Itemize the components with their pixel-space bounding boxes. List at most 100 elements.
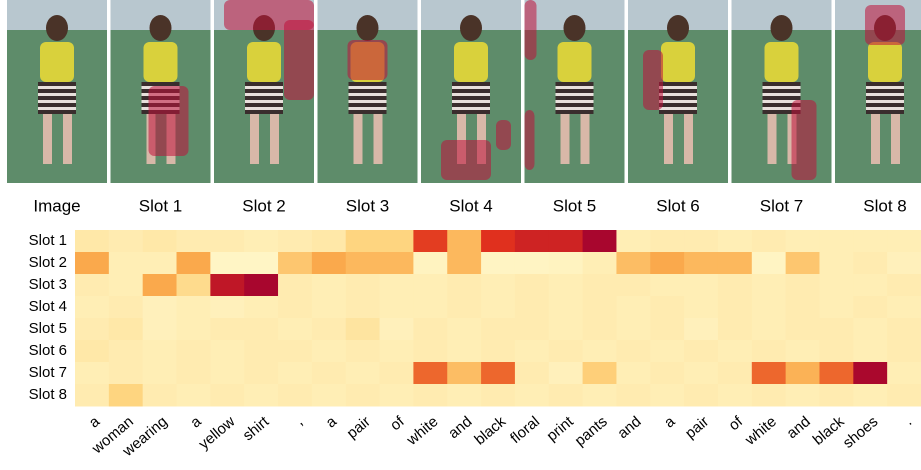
heat-cell <box>717 340 753 363</box>
heat-cell <box>887 230 921 253</box>
heat-cell <box>853 230 888 253</box>
heat-cell <box>650 340 685 363</box>
heat-cell <box>176 340 211 363</box>
heat-cell <box>210 340 245 363</box>
thumb-leg <box>891 114 900 164</box>
heat-cell <box>717 362 753 385</box>
heat-cell <box>819 252 854 275</box>
heat-cell <box>447 252 482 275</box>
heat-cell <box>684 318 719 341</box>
thumb-stripe <box>452 86 490 89</box>
heat-cell <box>650 318 685 341</box>
heat-cell <box>447 230 482 253</box>
attention-mask <box>347 40 388 80</box>
heat-cell <box>751 296 787 319</box>
heat-cell <box>819 318 854 341</box>
attention-mask <box>791 100 817 180</box>
heat-cell <box>887 252 921 275</box>
heat-cell <box>108 274 144 297</box>
thumb-shirt <box>143 42 178 82</box>
heat-cell <box>853 274 888 297</box>
heat-cell <box>514 340 550 363</box>
thumb-leg <box>457 114 466 164</box>
thumb-stripe <box>659 100 697 103</box>
heat-cell <box>751 230 787 253</box>
heat-cell <box>684 340 719 363</box>
heat-cell <box>481 318 516 341</box>
column-label: and <box>784 413 814 442</box>
heat-cell <box>176 274 211 297</box>
heat-cell <box>75 296 110 319</box>
heat-cell <box>447 340 482 363</box>
heat-cell <box>210 362 245 385</box>
column-label: print <box>544 413 578 445</box>
heat-cell <box>142 296 178 319</box>
heat-cell <box>717 274 753 297</box>
column-label: shoes <box>840 413 882 452</box>
row-label: Slot 8 <box>29 386 67 403</box>
attention-mask <box>643 50 663 110</box>
heat-cell <box>345 340 381 363</box>
heat-cell <box>278 384 313 407</box>
heat-cell <box>142 274 178 297</box>
heat-cell <box>616 274 651 297</box>
column-label: a <box>187 413 205 432</box>
thumb-leg <box>580 114 590 164</box>
heat-cell <box>650 362 685 385</box>
heat-cell <box>616 318 651 341</box>
column-label: . <box>901 413 915 429</box>
heat-cell <box>244 384 279 407</box>
heat-cell <box>548 252 584 275</box>
heat-cell <box>785 296 820 319</box>
heat-cell <box>616 252 651 275</box>
heat-cell <box>616 384 651 407</box>
panel-label: Slot 3 <box>346 196 389 215</box>
heat-cell <box>514 318 550 341</box>
column-label: white <box>403 413 442 449</box>
heat-cell <box>650 252 685 275</box>
column-label: and <box>614 413 644 442</box>
heat-cell <box>785 230 820 253</box>
heat-cell <box>176 252 211 275</box>
heat-cell <box>514 296 550 319</box>
thumb-stripe <box>38 100 76 103</box>
column-label: a <box>661 413 679 432</box>
heat-cell <box>819 384 854 407</box>
heat-cell <box>650 230 685 253</box>
heat-cell <box>278 340 313 363</box>
heat-cell <box>582 252 617 275</box>
heat-cell <box>447 274 482 297</box>
heat-cell <box>751 384 787 407</box>
heat-cell <box>751 340 787 363</box>
heat-cell <box>853 296 888 319</box>
heat-cell <box>684 274 719 297</box>
heat-cell <box>379 384 414 407</box>
heat-cell <box>379 230 414 253</box>
attention-mask <box>148 86 189 156</box>
heat-cell <box>379 318 414 341</box>
heat-cell <box>887 340 921 363</box>
thumb-stripe <box>555 107 594 110</box>
thumbnail <box>317 0 418 183</box>
column-label: pants <box>572 413 611 450</box>
thumbnail <box>421 0 521 183</box>
thumb-leg <box>270 114 279 164</box>
thumb-shirt <box>247 42 281 82</box>
thumb-stripe <box>866 100 904 103</box>
heat-cell <box>481 384 516 407</box>
row-label: Slot 5 <box>29 320 67 337</box>
heat-cell <box>548 296 584 319</box>
heat-cell <box>345 230 381 253</box>
heat-cell <box>582 274 617 297</box>
heat-cell <box>311 230 347 253</box>
heat-cell <box>447 296 482 319</box>
thumb-stripe <box>452 93 490 96</box>
heat-cell <box>751 252 787 275</box>
heat-cell <box>853 384 888 407</box>
thumb-stripe <box>452 100 490 103</box>
heat-cell <box>345 318 381 341</box>
heat-cell <box>176 362 211 385</box>
thumb-head <box>770 15 793 41</box>
heat-cell <box>616 296 651 319</box>
thumb-leg <box>684 114 693 164</box>
